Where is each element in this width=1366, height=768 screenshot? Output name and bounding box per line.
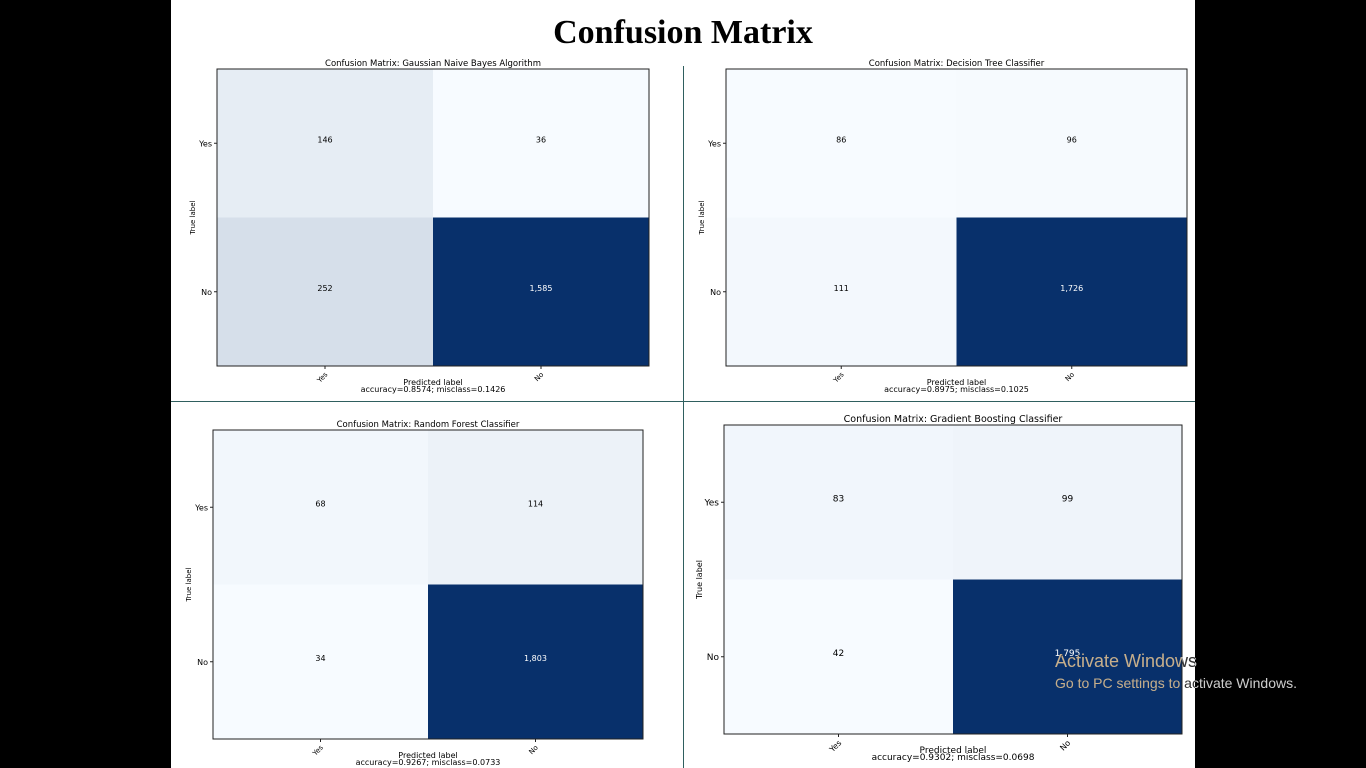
matrix-cell (726, 217, 957, 366)
x-axis-label: Predicted label (398, 751, 457, 760)
cell-value-label: 86 (836, 135, 846, 144)
matrix-cell (213, 430, 428, 585)
y-tick-label: Yes (707, 139, 721, 148)
cell-value-label: 146 (317, 135, 332, 144)
cell-value-label: 68 (315, 499, 325, 508)
cell-value-label: 111 (834, 284, 849, 293)
matrix-cell (213, 584, 428, 739)
y-tick-label: No (710, 288, 721, 297)
matrix-cell (433, 69, 649, 218)
cell-value-label: 1,726 (1060, 284, 1083, 293)
matrix-cell (724, 425, 953, 580)
x-axis-label: Predicted label (403, 378, 462, 387)
y-axis-label: True label (698, 200, 706, 235)
matrix-cell (217, 69, 433, 218)
cell-value-label: 99 (1062, 494, 1074, 504)
x-tick-label: Yes (831, 370, 846, 385)
x-tick-label: Yes (315, 370, 330, 385)
x-tick-label: Yes (827, 738, 843, 754)
matrix-cell (428, 584, 643, 739)
matrix-cell (953, 425, 1182, 580)
accuracy-footer: accuracy=0.8574; misclass=0.1426 (361, 385, 506, 394)
y-tick-label: Yes (198, 139, 212, 148)
confusion-matrix-grid: 146 36 252 1,585 Confusion Matrix: Gaussian … (185, 59, 1188, 767)
y-tick-label: No (201, 288, 212, 297)
confusion-matrix-2: 86 96 111 1,726 Confusion Matrix: Decision T… (698, 59, 1188, 394)
matrix-cell (956, 69, 1187, 218)
confusion-matrix-3: 68 114 34 1,803 Confusion Matrix: Random For… (185, 420, 644, 767)
plot-frame (212, 429, 644, 740)
vertical-divider (683, 66, 684, 768)
accuracy-footer: accuracy=0.8975; misclass=0.1025 (884, 385, 1029, 394)
y-tick-label: Yes (194, 503, 208, 512)
matrix-cell (428, 430, 643, 585)
matrix-cell (953, 579, 1182, 734)
x-tick-label: No (1058, 738, 1072, 752)
y-axis-label: True label (695, 560, 704, 600)
confusion-matrix-4: 83 99 42 1,795 Confusion Matrix: Gradient Bo… (695, 414, 1183, 763)
accuracy-footer: accuracy=0.9267; misclass=0.0733 (356, 758, 501, 767)
matrix-cell (724, 579, 953, 734)
cell-value-label: 34 (315, 654, 325, 663)
slide-title: Confusion Matrix (553, 14, 813, 51)
cell-value-label: 1,803 (524, 654, 547, 663)
cell-value-label: 36 (536, 135, 546, 144)
accuracy-footer: accuracy=0.9302; misclass=0.0698 (872, 753, 1035, 763)
chart-title: Confusion Matrix: Decision Tree Classifi… (869, 59, 1045, 69)
cell-value-label: 1,795 (1055, 649, 1081, 659)
y-tick-label: No (197, 658, 208, 667)
cell-value-label: 114 (528, 499, 543, 508)
x-axis-label: Predicted label (927, 378, 986, 387)
cell-value-label: 96 (1067, 135, 1077, 144)
matrix-cell (433, 217, 649, 366)
x-axis-label: Predicted label (920, 746, 987, 756)
chart-title: Confusion Matrix: Random Forest Classifi… (337, 420, 520, 430)
x-tick-label: No (1064, 371, 1076, 383)
cell-value-label: 252 (317, 284, 332, 293)
x-tick-label: Yes (311, 743, 326, 758)
cell-value-label: 83 (833, 494, 844, 504)
matrix-cell (726, 69, 957, 218)
y-tick-label: Yes (703, 498, 719, 508)
slide: Confusion Matrix 146 36 252 1,585 Confusion … (171, 0, 1195, 768)
confusion-matrix-1: 146 36 252 1,585 Confusion Matrix: Gaussian … (189, 59, 650, 394)
matrix-cell (956, 217, 1187, 366)
plot-frame (725, 68, 1188, 367)
y-axis-label: True label (185, 567, 193, 602)
plot-frame (723, 424, 1183, 735)
y-axis-label: True label (189, 200, 197, 235)
matrix-cell (217, 217, 433, 366)
plot-frame (216, 68, 650, 367)
y-tick-label: No (707, 653, 720, 663)
cell-value-label: 42 (833, 649, 844, 659)
chart-title: Confusion Matrix: Gaussian Naive Bayes A… (325, 59, 541, 69)
chart-title: Confusion Matrix: Gradient Boosting Clas… (844, 414, 1063, 425)
cell-value-label: 1,585 (530, 284, 553, 293)
x-tick-label: No (533, 371, 545, 383)
x-tick-label: No (527, 744, 539, 756)
